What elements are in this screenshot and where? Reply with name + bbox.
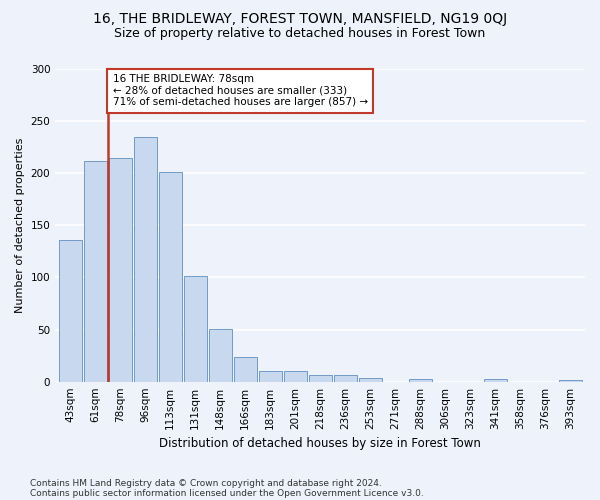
- Bar: [233, 356, 257, 382]
- Bar: [559, 380, 581, 382]
- Bar: [59, 240, 82, 382]
- Y-axis label: Number of detached properties: Number of detached properties: [15, 138, 25, 313]
- Text: 16 THE BRIDLEWAY: 78sqm
← 28% of detached houses are smaller (333)
71% of semi-d: 16 THE BRIDLEWAY: 78sqm ← 28% of detache…: [113, 74, 368, 108]
- Text: Contains HM Land Registry data © Crown copyright and database right 2024.: Contains HM Land Registry data © Crown c…: [30, 478, 382, 488]
- Bar: [109, 158, 131, 382]
- Bar: [284, 372, 307, 382]
- Bar: [359, 378, 382, 382]
- Text: Contains public sector information licensed under the Open Government Licence v3: Contains public sector information licen…: [30, 488, 424, 498]
- Text: Size of property relative to detached houses in Forest Town: Size of property relative to detached ho…: [115, 28, 485, 40]
- Bar: [409, 378, 431, 382]
- Bar: [209, 328, 232, 382]
- Bar: [134, 136, 157, 382]
- Bar: [308, 376, 332, 382]
- Bar: [158, 172, 182, 382]
- Bar: [334, 376, 356, 382]
- Bar: [83, 160, 107, 382]
- Bar: [184, 276, 206, 382]
- Bar: [484, 378, 506, 382]
- X-axis label: Distribution of detached houses by size in Forest Town: Distribution of detached houses by size …: [159, 437, 481, 450]
- Bar: [259, 372, 281, 382]
- Text: 16, THE BRIDLEWAY, FOREST TOWN, MANSFIELD, NG19 0QJ: 16, THE BRIDLEWAY, FOREST TOWN, MANSFIEL…: [93, 12, 507, 26]
